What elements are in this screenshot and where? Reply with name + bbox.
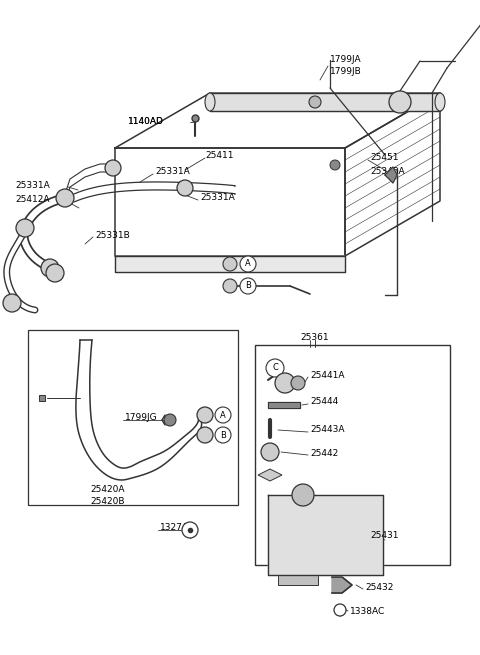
Text: 1799JG: 1799JG <box>125 413 157 422</box>
Circle shape <box>16 219 34 237</box>
Ellipse shape <box>435 93 445 111</box>
Polygon shape <box>385 167 397 183</box>
Circle shape <box>223 257 237 271</box>
Text: C: C <box>397 98 403 107</box>
Text: 25451: 25451 <box>370 153 398 162</box>
Text: 25345A: 25345A <box>370 168 405 176</box>
Circle shape <box>240 256 256 272</box>
Text: 1140AD: 1140AD <box>128 117 164 126</box>
Circle shape <box>215 407 231 423</box>
Circle shape <box>392 94 408 110</box>
Polygon shape <box>332 577 352 593</box>
Text: 1327AB: 1327AB <box>160 523 195 533</box>
Text: 1799JB: 1799JB <box>330 67 362 77</box>
Circle shape <box>56 189 74 207</box>
Text: B: B <box>245 282 251 291</box>
Circle shape <box>41 259 59 277</box>
Ellipse shape <box>205 93 215 111</box>
Text: 25331A: 25331A <box>15 181 50 189</box>
Circle shape <box>46 264 64 282</box>
Circle shape <box>105 160 121 176</box>
Circle shape <box>3 294 21 312</box>
Text: 25444: 25444 <box>310 398 338 407</box>
Text: A: A <box>245 259 251 269</box>
Text: 25431: 25431 <box>370 531 398 540</box>
Polygon shape <box>268 495 383 575</box>
Circle shape <box>330 160 340 170</box>
Text: 25420B: 25420B <box>90 498 124 506</box>
Circle shape <box>223 279 237 293</box>
Text: 1140AD: 1140AD <box>128 117 164 126</box>
Bar <box>278 575 318 585</box>
Polygon shape <box>210 93 440 111</box>
Text: 25441A: 25441A <box>310 371 345 379</box>
Text: 1799JA: 1799JA <box>330 56 361 64</box>
Polygon shape <box>115 256 345 272</box>
Circle shape <box>197 407 213 423</box>
Circle shape <box>261 443 279 461</box>
Text: 25442: 25442 <box>310 449 338 457</box>
Polygon shape <box>268 402 300 408</box>
Circle shape <box>182 522 198 538</box>
Text: 25420A: 25420A <box>90 485 124 495</box>
Circle shape <box>215 427 231 443</box>
Polygon shape <box>258 469 282 481</box>
Circle shape <box>197 427 213 443</box>
Text: C: C <box>272 364 278 373</box>
Circle shape <box>275 373 295 393</box>
Text: 25432: 25432 <box>365 582 394 591</box>
Text: 25411: 25411 <box>205 151 233 160</box>
Text: A: A <box>220 411 226 419</box>
Text: 25443A: 25443A <box>310 426 345 434</box>
Text: 25412A: 25412A <box>15 195 49 204</box>
Text: 1338AC: 1338AC <box>350 607 385 616</box>
Circle shape <box>292 484 314 506</box>
Bar <box>255 345 450 565</box>
Circle shape <box>240 278 256 294</box>
Text: B: B <box>220 430 226 440</box>
Text: 25331A: 25331A <box>155 168 190 176</box>
Text: 25361: 25361 <box>300 333 329 343</box>
Circle shape <box>389 91 411 113</box>
Circle shape <box>309 96 321 108</box>
Text: 25331A: 25331A <box>200 193 235 202</box>
Circle shape <box>164 414 176 426</box>
Bar <box>28 330 238 505</box>
Circle shape <box>291 376 305 390</box>
Text: 25331B: 25331B <box>95 231 130 240</box>
Circle shape <box>266 359 284 377</box>
Circle shape <box>334 604 346 616</box>
Circle shape <box>177 180 193 196</box>
